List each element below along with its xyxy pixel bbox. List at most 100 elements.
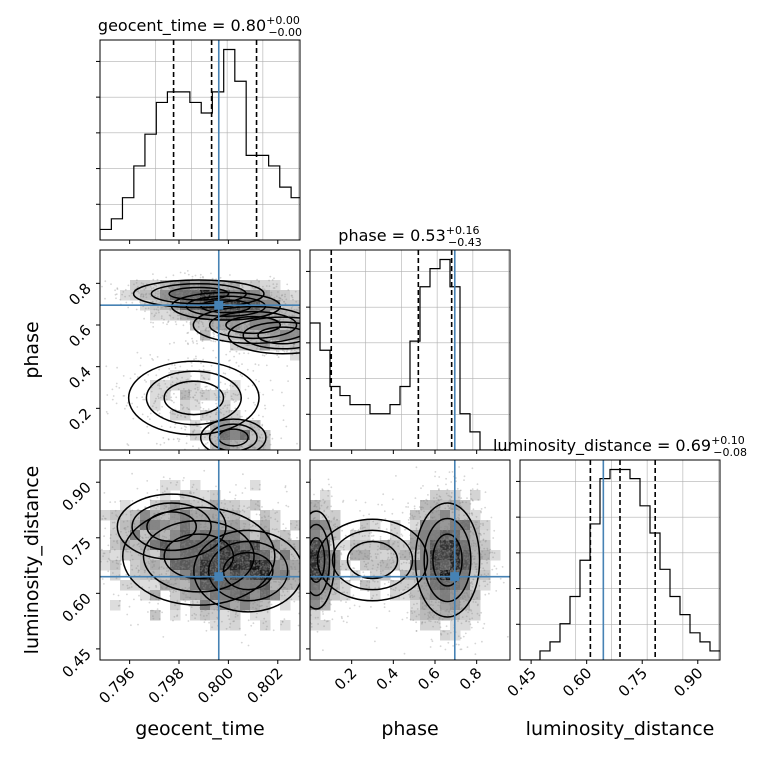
scatter-phase-geocent-sample-point (342, 330, 344, 332)
scatter-distance-geocent-sample-point (207, 612, 210, 615)
scatter-phase-geocent-sample-point (175, 396, 178, 399)
scatter-distance-geocent-sample-point (153, 563, 155, 566)
scatter-phase-geocent-sample-point (265, 364, 268, 367)
scatter-phase-geocent-sample-point (155, 308, 158, 311)
scatter-phase-geocent-sample-point (158, 311, 160, 314)
scatter-distance-geocent-sample-point (236, 614, 239, 617)
scatter-distance-geocent-sample-point (266, 551, 269, 554)
scatter-phase-geocent-sample-point (210, 437, 213, 440)
scatter-phase-geocent-sample-point (256, 291, 259, 294)
scatter-distance-geocent-sample-point (152, 521, 155, 524)
scatter-phase-geocent-sample-point (183, 425, 186, 428)
scatter-phase-geocent-sample-point (232, 446, 235, 449)
scatter-distance-geocent-sample-point (165, 506, 167, 508)
scatter-phase-geocent-sample-point (275, 350, 278, 353)
scatter-phase-geocent-sample-point (232, 420, 235, 423)
scatter-distance-geocent-density-cell (220, 600, 231, 611)
scatter-phase-geocent-sample-point (188, 289, 190, 292)
scatter-distance-geocent-sample-point (298, 578, 300, 581)
scatter-distance-geocent-sample-point (179, 556, 181, 559)
scatter-distance-geocent-sample-point (235, 484, 237, 486)
scatter-phase-geocent-sample-point (349, 339, 351, 341)
scatter-phase-geocent-sample-point (234, 433, 237, 436)
scatter-distance-geocent-sample-point (163, 535, 166, 538)
scatter-distance-geocent-sample-point (243, 545, 246, 548)
scatter-phase-geocent-sample-point (215, 399, 218, 402)
scatter-distance-geocent-sample-point (195, 614, 198, 616)
scatter-distance-geocent-density-cell (180, 560, 191, 571)
scatter-phase-geocent-sample-point (326, 327, 328, 329)
scatter-phase-geocent-sample-point (150, 390, 153, 393)
scatter-distance-geocent-sample-point (296, 584, 299, 587)
scatter-distance-geocent-sample-point (204, 584, 207, 587)
scatter-distance-geocent-sample-point (173, 563, 175, 565)
scatter-distance-geocent-sample-point (231, 520, 234, 522)
scatter-distance-geocent-sample-point (247, 563, 250, 566)
scatter-phase-geocent-sample-point (165, 276, 168, 279)
scatter-phase-geocent-sample-point (174, 367, 177, 369)
scatter-phase-geocent-sample-point (224, 383, 227, 385)
hist-luminosity-distance-frame (519, 459, 721, 661)
scatter-phase-geocent-density-cell (180, 380, 191, 391)
scatter-distance-geocent-sample-point (176, 518, 179, 520)
scatter-distance-geocent-sample-point (205, 582, 208, 585)
scatter-distance-geocent-sample-point (255, 561, 258, 563)
scatter-phase-geocent-sample-point (319, 301, 321, 303)
scatter-phase-geocent-contour (127, 360, 260, 436)
scatter-distance-geocent-sample-point (304, 523, 306, 525)
scatter-distance-geocent-sample-point (129, 551, 132, 553)
scatter-phase-geocent-sample-point (253, 314, 255, 317)
scatter-distance-geocent-sample-point (186, 525, 189, 528)
scatter-distance-geocent-sample-point (101, 548, 103, 551)
scatter-phase-geocent-contour (170, 291, 281, 321)
scatter-distance-geocent-sample-point (179, 565, 182, 568)
scatter-distance-geocent-sample-point (251, 583, 254, 585)
scatter-phase-geocent-sample-point (259, 292, 262, 295)
scatter-distance-geocent-sample-point (276, 511, 278, 513)
scatter-distance-geocent-sample-point (294, 545, 296, 548)
scatter-distance-geocent-sample-point (187, 566, 190, 568)
scatter-distance-geocent-sample-point (274, 538, 277, 541)
scatter-phase-geocent-sample-point (287, 323, 290, 326)
scatter-distance-geocent-sample-point (199, 538, 202, 541)
scatter-distance-geocent-sample-point (308, 568, 310, 570)
scatter-distance-geocent-sample-point (228, 555, 231, 558)
scatter-distance-geocent-sample-point (234, 545, 237, 548)
scatter-phase-geocent-sample-point (216, 285, 219, 287)
scatter-distance-geocent-sample-point (150, 522, 153, 525)
scatter-distance-geocent-sample-point (266, 563, 269, 565)
scatter-distance-geocent-sample-point (197, 557, 200, 560)
scatter-distance-geocent-sample-point (94, 531, 96, 533)
scatter-phase-geocent-sample-point (216, 285, 219, 288)
scatter-distance-geocent-sample-point (214, 561, 216, 564)
scatter-distance-geocent-sample-point (127, 587, 129, 590)
scatter-distance-geocent-sample-point (273, 567, 276, 569)
scatter-distance-geocent-sample-point (181, 567, 184, 570)
scatter-phase-geocent-sample-point (132, 417, 135, 420)
scatter-phase-geocent-density-cell (270, 320, 281, 331)
scatter-phase-geocent-sample-point (176, 292, 179, 295)
scatter-phase-geocent-sample-point (219, 381, 222, 384)
scatter-distance-geocent-sample-point (259, 483, 261, 486)
scatter-phase-geocent-sample-point (197, 447, 200, 450)
scatter-phase-geocent-sample-point (323, 337, 325, 339)
scatter-distance-geocent-sample-point (231, 573, 233, 575)
scatter-phase-geocent-sample-point (241, 299, 243, 301)
scatter-phase-geocent-sample-point (142, 283, 145, 285)
scatter-distance-geocent-sample-point (255, 547, 258, 550)
scatter-distance-geocent-sample-point (156, 608, 159, 610)
scatter-distance-geocent-sample-point (189, 492, 192, 495)
scatter-phase-geocent-sample-point (254, 301, 257, 304)
scatter-distance-geocent-density-cell (130, 580, 141, 591)
scatter-distance-geocent-density-cell (270, 580, 281, 591)
scatter-phase-geocent-contour (145, 370, 242, 426)
scatter-phase-geocent-sample-point (214, 435, 216, 438)
scatter-phase-geocent-sample-point (248, 344, 251, 346)
scatter-phase-geocent-sample-point (153, 284, 156, 286)
scatter-phase-geocent-sample-point (206, 295, 208, 297)
scatter-phase-geocent-sample-point (252, 323, 255, 326)
scatter-distance-geocent-sample-point (154, 539, 157, 541)
scatter-phase-geocent-sample-point (156, 384, 159, 387)
scatter-distance-geocent-sample-point (200, 568, 203, 571)
scatter-phase-geocent-sample-point (143, 288, 146, 291)
